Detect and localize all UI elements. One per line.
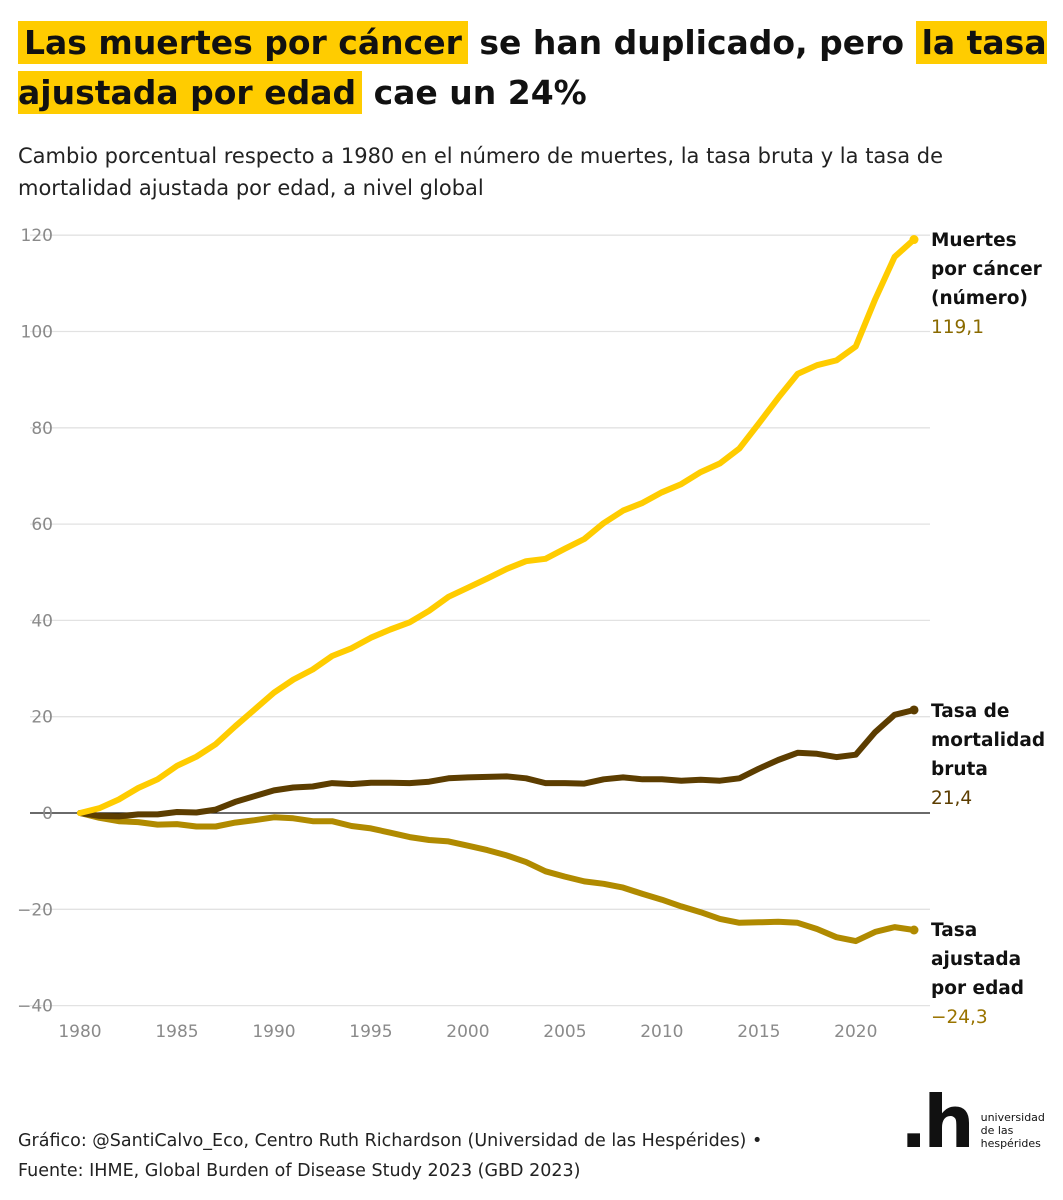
credit-line: Gráfico: @SantiCalvo_Eco, Centro Ruth Ri…	[18, 1131, 763, 1151]
x-tick-label: 1990	[252, 1022, 295, 1042]
series-label-crude: Tasa de mortalidad bruta 21,4	[931, 697, 1045, 813]
end-value-adjusted: −24,3	[931, 1007, 988, 1028]
chart-title: Las muertes por cáncer se han duplicado,…	[18, 18, 1048, 118]
chart-subtitle: Cambio porcentual respecto a 1980 en el …	[18, 144, 944, 200]
end-value-deaths: 119,1	[931, 317, 984, 338]
y-tick-label: 120	[21, 226, 53, 246]
title-text: se han duplicado, pero	[467, 23, 916, 62]
x-tick-label: 2000	[446, 1022, 489, 1042]
y-tick-label: 100	[21, 323, 53, 343]
series-line	[77, 810, 917, 945]
series-line	[77, 236, 917, 816]
end-value-crude: 21,4	[931, 788, 973, 809]
logo: .h universidad de las hespérides	[900, 1080, 1045, 1164]
y-tick-label: 80	[31, 419, 53, 439]
series-end-point	[909, 235, 919, 245]
series-line	[77, 707, 917, 820]
series-label-adjusted: Tasa ajustada por edad −24,3	[931, 916, 1024, 1032]
y-tick-label: −20	[17, 900, 53, 920]
y-tick-label: 20	[31, 708, 53, 728]
x-tick-label: 2015	[737, 1022, 780, 1042]
y-tick-label: −40	[17, 997, 53, 1017]
x-tick-label: 2020	[834, 1022, 877, 1042]
title-text-end: cae un 24%	[362, 73, 587, 112]
series-end-point	[909, 705, 919, 715]
x-tick-label: 1995	[349, 1022, 392, 1042]
y-tick-label: 0	[42, 804, 53, 824]
source-line: Fuente: IHME, Global Burden of Disease S…	[18, 1161, 581, 1181]
title-highlight-deaths: Las muertes por cáncer	[18, 21, 468, 64]
x-tick-label: 1985	[155, 1022, 198, 1042]
x-tick-label: 2005	[543, 1022, 586, 1042]
y-tick-label: 60	[31, 515, 53, 535]
series-label-deaths: Muertes por cáncer (número) 119,1	[931, 226, 1042, 342]
y-tick-label: 40	[31, 611, 53, 631]
x-tick-label: 1980	[58, 1022, 101, 1042]
series-end-point	[909, 925, 919, 935]
x-tick-label: 2010	[640, 1022, 683, 1042]
footer-credits: Gráfico: @SantiCalvo_Eco, Centro Ruth Ri…	[18, 1126, 762, 1186]
